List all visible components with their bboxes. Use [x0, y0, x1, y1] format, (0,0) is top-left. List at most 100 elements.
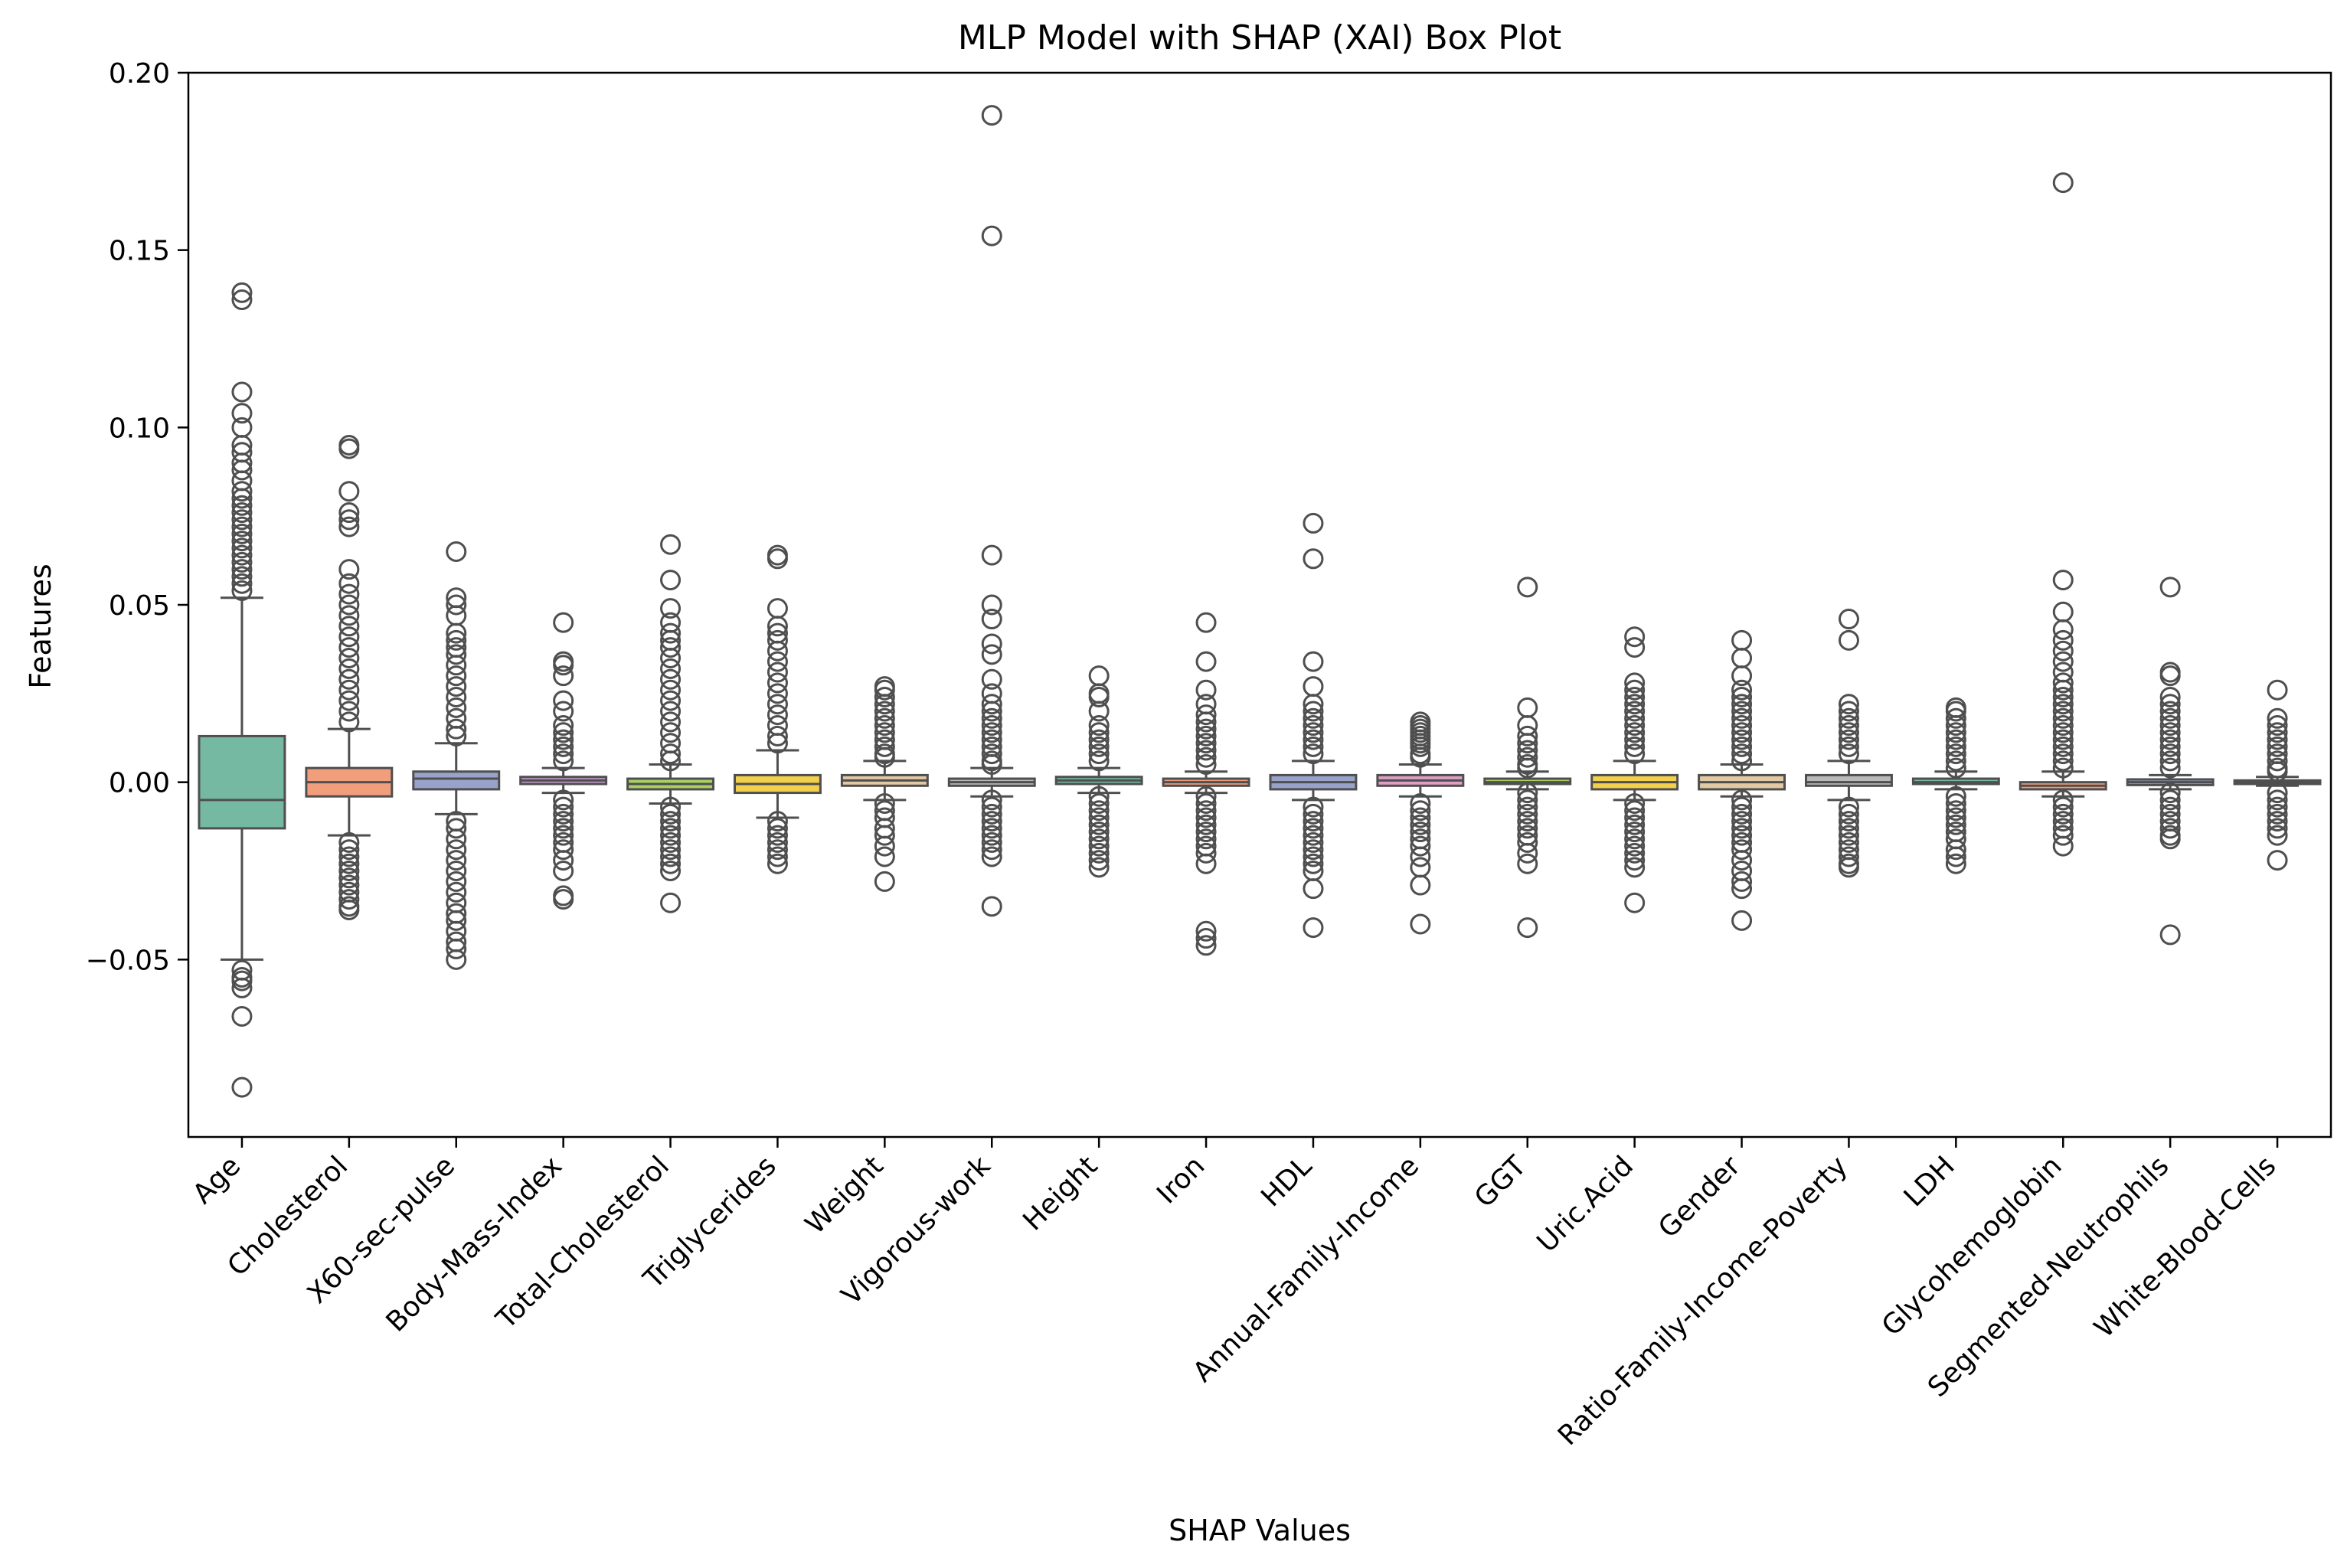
outlier-point: [981, 896, 1002, 917]
outlier-point: [981, 846, 1002, 867]
outlier-point: [767, 733, 788, 754]
outlier-point: [660, 892, 682, 913]
outlier-point: [1731, 750, 1753, 772]
outlier-point: [1838, 803, 1859, 825]
outlier-point: [767, 725, 788, 746]
outlier-point: [660, 796, 682, 818]
box-x60-sec-pulse: [412, 541, 501, 970]
outlier-point: [1195, 828, 1217, 850]
outlier-point: [660, 853, 682, 874]
outlier-point: [231, 537, 253, 559]
outlier-point: [1303, 548, 1324, 570]
outlier-point: [2052, 750, 2074, 772]
outlier-point: [981, 694, 1002, 715]
outlier-point: [553, 665, 574, 687]
outlier-point: [2267, 782, 2288, 804]
outlier-point: [338, 874, 360, 896]
outlier-point: [1517, 803, 1538, 825]
outlier-point: [446, 594, 467, 616]
box-vigorous-work: [947, 105, 1036, 917]
outlier-point: [446, 725, 467, 746]
outlier-point: [1517, 733, 1538, 754]
outlier-point: [1410, 835, 1431, 857]
outlier-point: [2052, 757, 2074, 779]
box-age: [198, 282, 286, 1098]
outlier-point: [660, 722, 682, 743]
outlier-point: [660, 711, 682, 733]
outlier-point: [1088, 800, 1110, 822]
outlier-point: [981, 754, 1002, 775]
outlier-point: [231, 1076, 253, 1098]
outlier-point: [981, 633, 1002, 655]
outlier-point: [2159, 750, 2181, 772]
outlier-point: [338, 658, 360, 679]
outlier-point: [2052, 679, 2074, 701]
outlier-point: [1195, 612, 1217, 633]
chart-title: MLP Model with SHAP (XAI) Box Plot: [958, 18, 1561, 57]
outlier-point: [1410, 814, 1431, 835]
outlier-point: [1410, 807, 1431, 828]
outlier-point: [660, 818, 682, 839]
outlier-point: [981, 729, 1002, 750]
outlier-point: [338, 616, 360, 637]
outlier-point: [1303, 825, 1324, 846]
outlier-point: [660, 839, 682, 861]
outlier-point: [553, 818, 574, 839]
outlier-point: [2159, 577, 2181, 598]
outlier-point: [1088, 715, 1110, 737]
outlier-point: [231, 488, 253, 509]
outlier-point: [338, 637, 360, 658]
y-tick-label: 0.05: [109, 590, 170, 622]
outlier-point: [1517, 725, 1538, 746]
outlier-point: [660, 534, 682, 555]
outlier-point: [231, 580, 253, 601]
box-annual-family-income: [1376, 711, 1465, 935]
outlier-point: [1945, 707, 1966, 729]
outlier-point: [2159, 729, 2181, 750]
outlier-point: [874, 871, 895, 892]
outlier-point: [1517, 842, 1538, 864]
outlier-point: [767, 811, 788, 832]
outlier-point: [981, 644, 1002, 665]
outlier-point: [767, 629, 788, 651]
outlier-point: [767, 662, 788, 683]
outlier-point: [1838, 743, 1859, 765]
outlier-point: [231, 531, 253, 552]
outlier-point: [1195, 807, 1217, 828]
outlier-point: [446, 850, 467, 871]
outlier-point: [2052, 722, 2074, 743]
outlier-point: [446, 697, 467, 718]
outlier-point: [1303, 715, 1324, 737]
outlier-point: [2052, 743, 2074, 765]
box-glycohemoglobin: [2018, 172, 2107, 857]
outlier-point: [1088, 686, 1110, 707]
outlier-point: [446, 861, 467, 881]
box-gender: [1698, 629, 1786, 931]
outlier-point: [338, 438, 360, 459]
outlier-point: [660, 648, 682, 668]
outlier-point: [231, 566, 253, 587]
outlier-point: [2052, 835, 2074, 857]
outlier-point: [1195, 651, 1217, 672]
outlier-point: [1838, 857, 1859, 878]
outlier-point: [553, 736, 574, 757]
outlier-point: [553, 612, 574, 633]
outlier-point: [660, 637, 682, 658]
outlier-point: [1624, 800, 1646, 822]
box-iqr: [1804, 773, 1893, 787]
y-tick-label: −0.05: [86, 945, 170, 976]
outlier-point: [2267, 679, 2288, 701]
outlier-point: [1303, 803, 1324, 825]
outlier-point: [2159, 789, 2181, 811]
outlier-point: [553, 655, 574, 676]
outlier-point: [767, 825, 788, 846]
outlier-point: [2159, 701, 2181, 722]
outlier-point: [767, 694, 788, 715]
outlier-point: [660, 825, 682, 846]
outlier-point: [1624, 828, 1646, 850]
outlier-point: [2267, 715, 2288, 737]
outlier-point: [1517, 789, 1538, 811]
outlier-point: [446, 676, 467, 697]
outlier-point: [874, 846, 895, 867]
outlier-point: [2267, 750, 2288, 772]
